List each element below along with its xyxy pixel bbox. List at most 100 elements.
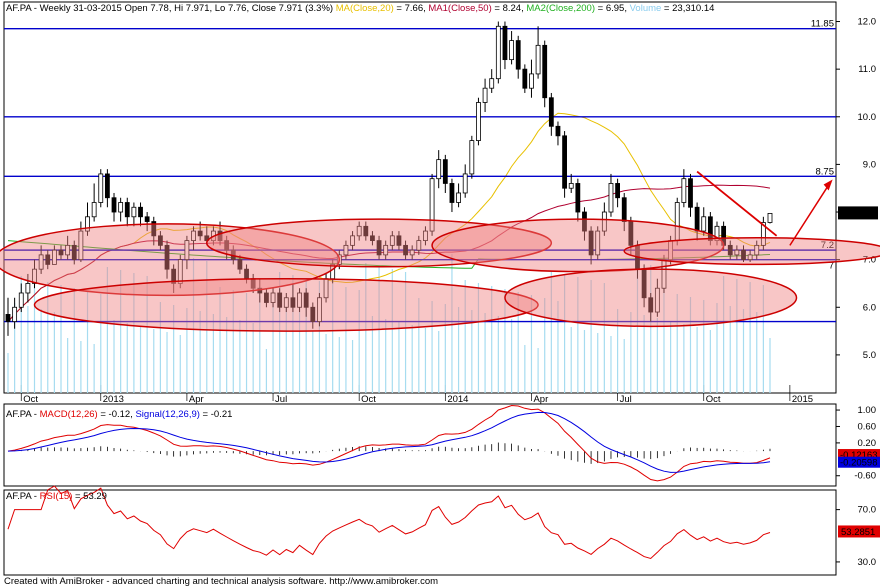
arrow-head-icon — [823, 179, 833, 191]
rsi-line — [7, 485, 771, 560]
macd-header-segment: = -0.21 — [200, 409, 232, 420]
candle-body — [741, 249, 746, 261]
candle-body — [191, 230, 196, 241]
candle-body — [681, 178, 687, 203]
candle-body — [65, 244, 71, 256]
candle-body — [734, 249, 740, 256]
candle-body — [98, 173, 104, 203]
support-zone-ellipse — [206, 218, 553, 268]
rsi-header-segment: RSI(15) — [40, 491, 73, 502]
signal-last-box — [838, 456, 880, 468]
macd-header: AF.PA - MACD(12,26) = -0.12, Signal(12,2… — [6, 409, 232, 420]
price-header-segment: = 7.66, — [394, 3, 429, 14]
candle-body — [582, 211, 587, 232]
candle-body — [303, 292, 309, 308]
candle-body — [489, 78, 495, 89]
candle-body — [131, 206, 137, 218]
x-axis-label: Oct — [361, 394, 376, 405]
support-zone-ellipse — [33, 277, 539, 332]
x-axis-label: 2013 — [103, 394, 124, 405]
candle-body — [409, 249, 415, 256]
candle-body — [701, 216, 707, 232]
candle-body — [217, 230, 223, 241]
rsi-tick-label: 30.0 — [858, 557, 877, 568]
candle-body — [51, 249, 57, 265]
x-axis-label: Jul — [275, 394, 287, 405]
candle-body — [548, 97, 554, 127]
candle-body — [555, 125, 561, 137]
candle-body — [38, 254, 44, 270]
candle-body — [760, 222, 766, 246]
candle-body — [71, 244, 77, 261]
candle-body — [91, 202, 97, 218]
candle-body — [502, 25, 508, 61]
candle-body — [588, 230, 594, 256]
candle-body — [469, 140, 475, 175]
price-header-segment: Volume — [630, 3, 662, 14]
x-axis-label: Apr — [533, 394, 548, 405]
candle-body — [171, 268, 177, 284]
macd-last-label: -0.12163 — [840, 450, 878, 461]
last-close-label: 7.971 — [842, 209, 866, 220]
candle-body — [767, 213, 773, 223]
candle-body — [118, 202, 124, 213]
price-tick-label: 5.0 — [863, 350, 876, 361]
candle-body — [197, 230, 203, 237]
candle-body — [522, 68, 528, 89]
candle-body — [138, 206, 143, 218]
candle-body — [621, 197, 627, 222]
candle-body — [754, 244, 760, 256]
candle-body — [270, 292, 276, 303]
rsi-last-box — [838, 525, 880, 538]
candle-body — [462, 173, 468, 194]
candle-body — [389, 235, 395, 246]
macd-tick-label: 0.20 — [858, 438, 877, 449]
candle-body — [297, 292, 302, 308]
macd-header-segment: Signal(12,26,9) — [135, 409, 199, 420]
price-tick-label: 9.0 — [863, 159, 876, 170]
candle-body — [562, 135, 567, 189]
x-axis-label: Oct — [706, 394, 721, 405]
candle-body — [436, 159, 442, 180]
candle-body — [310, 306, 316, 322]
price-header-segment: = 6.95, — [595, 3, 630, 14]
x-axis-label: 2015 — [792, 394, 813, 405]
candle-body — [403, 244, 408, 256]
candle-body — [654, 287, 660, 313]
candle-body — [104, 173, 110, 199]
candle-body — [601, 211, 607, 232]
candle-body — [714, 225, 720, 241]
macd-tick-label: -0.60 — [854, 471, 876, 482]
candle-body — [151, 221, 157, 237]
price-header-segment: AF.PA - Weekly 31-03-2015 Open 7.78, Hi … — [6, 3, 336, 14]
candle-body — [383, 244, 389, 256]
candle-body — [370, 235, 375, 241]
candle-body — [111, 197, 117, 213]
candle-body — [85, 216, 90, 232]
candle-body — [495, 25, 501, 80]
candle-body — [58, 249, 64, 256]
macd-line — [7, 404, 771, 482]
volume-bars — [7, 254, 771, 393]
level-label: 11.85 — [811, 19, 834, 30]
rsi-tick-label: 70.0 — [858, 505, 877, 516]
signal-line — [7, 411, 771, 473]
candle-body — [144, 216, 150, 222]
rsi-header: AF.PA - RSI(15) = 53.29 — [6, 491, 107, 502]
price-tick-label: 12.0 — [858, 17, 877, 28]
support-zone-ellipse — [0, 223, 341, 297]
candle-body — [317, 297, 322, 322]
candle-body — [18, 292, 24, 308]
macd-tick-label: 1.00 — [858, 405, 877, 416]
candle-body — [423, 230, 428, 241]
candle-body — [356, 225, 362, 237]
candle-body — [277, 292, 283, 308]
macd-header-segment: MACD(12,26) — [40, 409, 98, 420]
candle-body — [688, 178, 693, 208]
candle-body — [707, 216, 713, 242]
price-header-segment: = 23,310.14 — [661, 3, 714, 14]
candle-body — [509, 40, 514, 61]
candle-body — [343, 244, 349, 256]
rsi-panel — [3, 489, 837, 576]
